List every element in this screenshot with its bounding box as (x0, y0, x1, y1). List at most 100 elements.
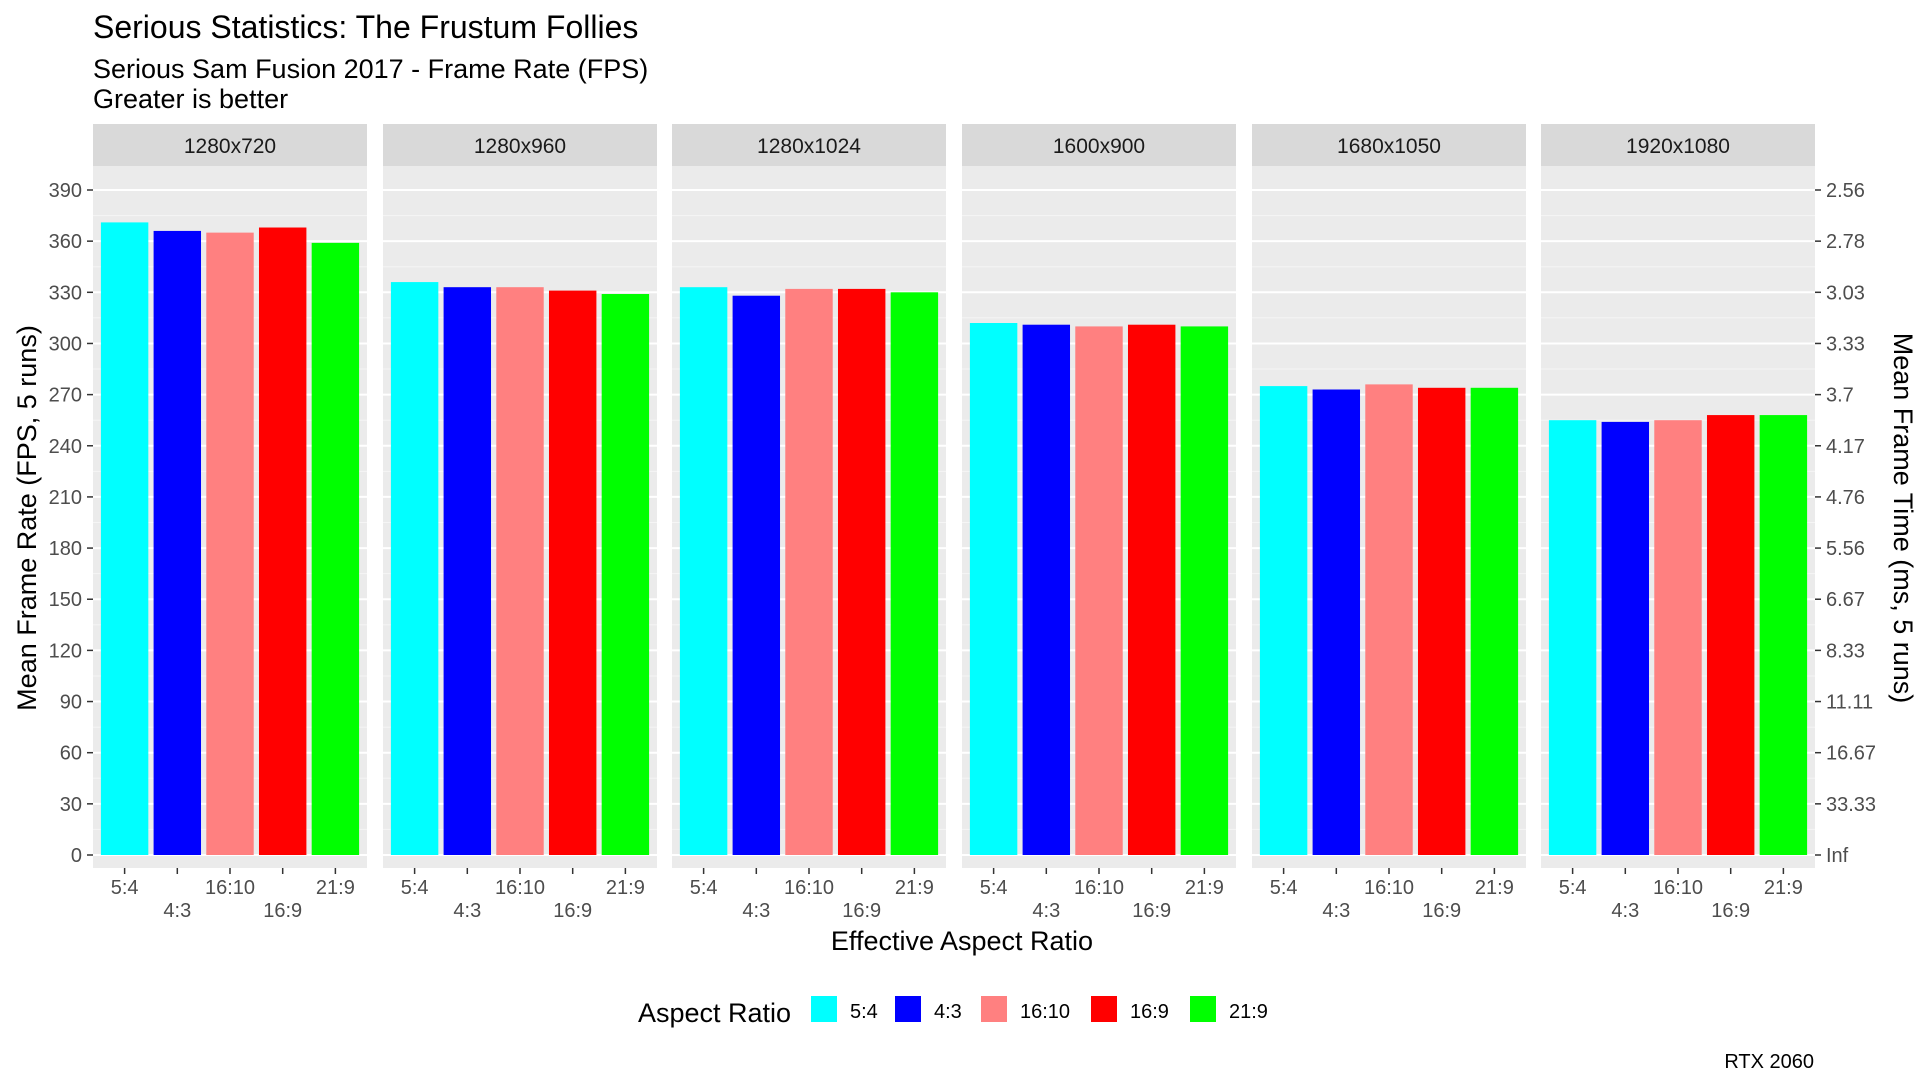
x-tick-label: 21:9 (316, 877, 355, 899)
facet-strip-label: 1600x900 (1053, 135, 1145, 158)
x-axis-title: Effective Aspect Ratio (831, 926, 1093, 956)
legend-swatch (981, 996, 1007, 1022)
y2-tick-label: 2.56 (1826, 180, 1865, 202)
legend-label: 16:9 (1130, 1001, 1169, 1023)
y-tick-label: 60 (60, 743, 82, 765)
bar (311, 242, 360, 855)
legend-swatch (811, 996, 837, 1022)
bar (1759, 415, 1808, 855)
chart-title: Serious Statistics: The Frustum Follies (93, 9, 638, 45)
y2-tick-label: Inf (1826, 845, 1849, 867)
facet-strip-label: 1280x960 (474, 135, 566, 158)
x-tick-label: 4:3 (453, 900, 481, 922)
bar (1365, 384, 1413, 855)
chart-caption: RTX 2060 (1724, 1051, 1814, 1073)
x-tick-label: 16:9 (263, 900, 302, 922)
x-tick-label: 16:10 (1653, 877, 1703, 899)
y2-tick-label: 3.7 (1826, 385, 1854, 407)
facet-strip (93, 124, 367, 166)
facet-strip-label: 1680x1050 (1337, 135, 1441, 158)
y-tick-label: 150 (49, 589, 82, 611)
x-tick-label: 21:9 (606, 877, 645, 899)
facet-strip-label: 1280x720 (184, 135, 276, 158)
x-tick-label: 16:10 (1364, 877, 1414, 899)
bar (1022, 324, 1071, 855)
x-tick-label: 5:4 (401, 877, 429, 899)
bar (969, 323, 1018, 855)
y-tick-label: 180 (49, 538, 82, 560)
bar (1654, 420, 1702, 855)
y2-tick-label: 3.03 (1826, 282, 1865, 304)
x-tick-label: 16:10 (495, 877, 545, 899)
x-tick-label: 5:4 (111, 877, 139, 899)
x-tick-label: 21:9 (895, 877, 934, 899)
y2-tick-label: 8.33 (1826, 640, 1865, 662)
facet-panel: 1600x900 5:4 4:3 16:10 16:9 21:9 (962, 124, 1236, 922)
legend-label: 4:3 (934, 1001, 962, 1023)
x-tick-label: 4:3 (742, 900, 770, 922)
facet-panel: 1680x1050 5:4 4:3 16:10 16:9 21:9 (1252, 124, 1526, 922)
y2-tick-label: 11.11 (1826, 692, 1873, 714)
bar (390, 282, 439, 856)
facet-strip (383, 124, 657, 166)
legend-label: 21:9 (1229, 1001, 1268, 1023)
bar (785, 288, 833, 855)
x-tick-label: 4:3 (1322, 900, 1350, 922)
bar (1075, 326, 1123, 855)
bar (890, 292, 939, 855)
x-tick-label: 21:9 (1185, 877, 1224, 899)
bar (679, 287, 728, 855)
bar (1180, 326, 1229, 855)
bar (1127, 324, 1176, 855)
x-tick-label: 5:4 (690, 877, 718, 899)
y2-tick-label: 16.67 (1826, 743, 1876, 765)
x-tick-label: 16:9 (1422, 900, 1461, 922)
x-tick-label: 16:9 (553, 900, 592, 922)
x-tick-label: 16:9 (1132, 900, 1171, 922)
y-tick-label: 330 (49, 282, 82, 304)
facet-panel: 1920x1080 5:4 4:3 16:10 16:9 21:9 (1541, 124, 1815, 922)
y2-tick-label: 5.56 (1826, 538, 1865, 560)
x-tick-label: 16:10 (784, 877, 834, 899)
y-tick-label: 120 (49, 640, 82, 662)
x-tick-label: 5:4 (980, 877, 1008, 899)
bar (100, 222, 149, 855)
right-y-axis: Inf 33.33 16.67 11.11 8.33 6.67 5.56 4.76 4.17 3.… (1815, 180, 1876, 867)
x-tick-label: 21:9 (1475, 877, 1514, 899)
legend-swatch (1091, 996, 1117, 1022)
bar (1548, 420, 1597, 855)
bar (1259, 386, 1308, 855)
chart-subtitle-line-1: Serious Sam Fusion 2017 - Frame Rate (FP… (93, 54, 648, 84)
y-tick-label: 390 (49, 180, 82, 202)
bar (1312, 389, 1361, 855)
x-tick-label: 5:4 (1270, 877, 1298, 899)
y2-tick-label: 6.67 (1826, 589, 1865, 611)
facet-strip-label: 1920x1080 (1626, 135, 1730, 158)
y2-tick-label: 33.33 (1826, 794, 1876, 816)
y2-axis-title: Mean Frame Time (ms, 5 runs) (1888, 333, 1918, 704)
bar (601, 294, 650, 855)
x-tick-label: 4:3 (1032, 900, 1060, 922)
x-tick-label: 16:10 (1074, 877, 1124, 899)
y-tick-label: 0 (71, 845, 82, 867)
legend-swatch (895, 996, 921, 1022)
y2-tick-label: 4.17 (1826, 436, 1865, 458)
x-tick-label: 21:9 (1764, 877, 1803, 899)
bar (443, 287, 492, 855)
left-y-axis: 0 30 60 90 120 150 180 210 240 270 300 330 360 390 (49, 180, 93, 867)
bar (496, 287, 544, 855)
x-tick-label: 16:9 (1711, 900, 1750, 922)
y-tick-label: 360 (49, 231, 82, 253)
legend-label: 5:4 (850, 1001, 878, 1023)
legend: Aspect Ratio 5:4 4:3 16:10 16:9 21:9 (638, 996, 1268, 1028)
x-tick-label: 16:10 (205, 877, 255, 899)
facet-strip (1541, 124, 1815, 166)
facet-panels: 1280x720 5:4 4:3 16:10 16:9 21:9 1280x960 5:4 4:… (93, 124, 1815, 922)
x-tick-label: 16:9 (842, 900, 881, 922)
y-tick-label: 240 (49, 436, 82, 458)
x-tick-label: 4:3 (163, 900, 191, 922)
bar (258, 227, 307, 855)
facet-panel: 1280x1024 5:4 4:3 16:10 16:9 21:9 (672, 124, 946, 922)
y-tick-label: 90 (60, 692, 82, 714)
